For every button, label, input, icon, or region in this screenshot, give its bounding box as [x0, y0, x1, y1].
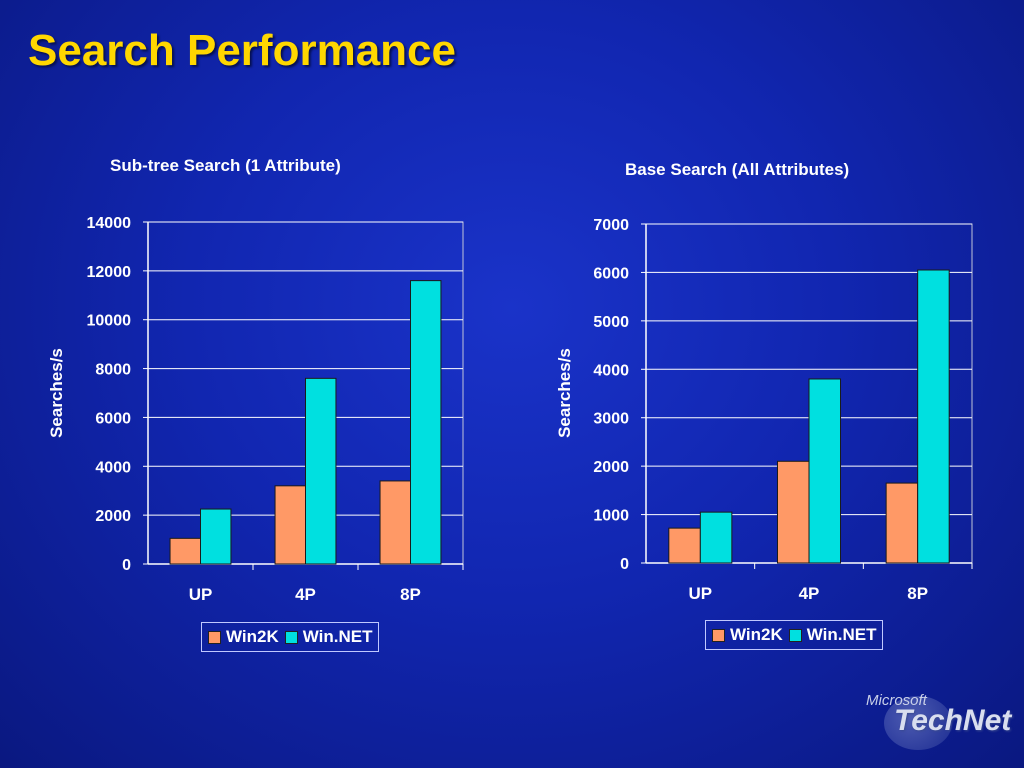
chart-legend: Win2K Win.NET: [201, 622, 380, 652]
y-tick-label: 7000: [593, 217, 629, 234]
y-tick-label: 1000: [593, 508, 629, 525]
bar-winnet: [305, 377, 337, 565]
legend-label: Win2K: [730, 625, 783, 644]
legend-label: Win.NET: [806, 625, 877, 644]
y-tick-label: 4000: [95, 459, 131, 476]
y-tick-label: 0: [620, 556, 629, 573]
y-tick-label: 14000: [87, 215, 132, 232]
legend-swatch-win2k: [712, 628, 725, 642]
legend-item-win2k: Win2K: [208, 627, 279, 647]
x-tick-label: 8P: [400, 585, 421, 604]
y-tick-label: 10000: [87, 313, 132, 330]
x-tick-label: UP: [689, 584, 713, 603]
y-axis-label: Searches/s: [555, 348, 574, 438]
bar-win2k: [274, 485, 306, 565]
legend-swatch-winnet: [284, 630, 298, 644]
y-tick-label: 3000: [593, 411, 629, 428]
chart-legend: Win2K Win.NET: [705, 620, 884, 650]
slide-title: Search Performance: [28, 26, 456, 75]
x-tick-label: UP: [189, 585, 213, 604]
y-tick-label: 2000: [593, 459, 629, 476]
y-tick-label: 12000: [87, 264, 132, 281]
chart-title: Base Search (All Attributes): [625, 160, 850, 179]
bar-win2k: [668, 527, 701, 564]
x-tick-label: 4P: [295, 585, 316, 604]
legend-swatch-win2k: [208, 630, 221, 644]
bar-winnet: [410, 280, 442, 565]
logo-technet-text: TechNet: [894, 704, 1012, 737]
y-tick-label: 6000: [593, 265, 629, 282]
y-tick-label: 5000: [593, 314, 629, 331]
bar-win2k: [885, 482, 919, 564]
bar-winnet: [699, 511, 733, 564]
bar-winnet: [917, 269, 950, 564]
bar-winnet: [200, 508, 232, 565]
logo-emblem-icon: [884, 696, 952, 750]
y-axis-label: Searches/s: [47, 348, 66, 438]
x-tick-label: 4P: [799, 584, 820, 603]
chart-title: Sub-tree Search (1 Attribute): [110, 156, 341, 175]
y-tick-label: 0: [122, 557, 131, 574]
legend-item-winnet: Win.NET: [284, 627, 373, 647]
legend-item-win2k: Win2K: [712, 625, 783, 645]
y-tick-label: 2000: [95, 508, 131, 525]
bar-win2k: [169, 537, 202, 565]
y-tick-label: 4000: [593, 362, 629, 379]
y-tick-label: 8000: [95, 362, 131, 379]
legend-label: Win2K: [226, 627, 279, 646]
logo-microsoft-text: Microsoft: [866, 692, 927, 709]
bar-winnet: [808, 378, 842, 564]
x-tick-label: 8P: [907, 584, 928, 603]
bar-win2k: [379, 480, 411, 565]
legend-label: Win.NET: [302, 627, 373, 646]
technet-logo: Microsoft TechNet: [862, 690, 1012, 750]
legend-swatch-winnet: [788, 628, 802, 642]
bar-win2k: [776, 460, 810, 564]
y-tick-label: 6000: [95, 410, 131, 427]
legend-item-winnet: Win.NET: [788, 625, 877, 645]
